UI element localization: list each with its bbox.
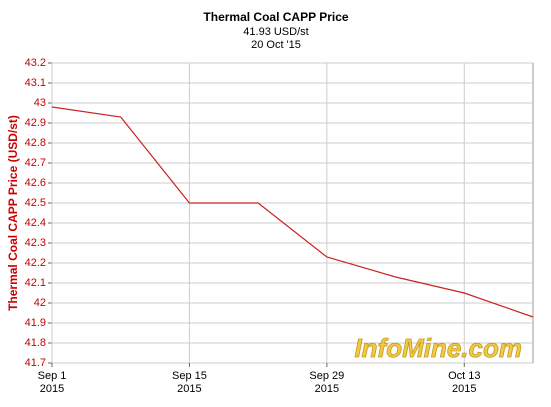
- x-tick-year: 2015: [40, 383, 64, 395]
- plot-area: [51, 62, 534, 364]
- y-tick-label: 42: [34, 297, 46, 309]
- chart-subtitle: 41.93 USD/st: [243, 26, 308, 38]
- chart-title: Thermal Coal CAPP Price: [203, 10, 348, 24]
- y-tick-label: 42.1: [25, 277, 46, 289]
- y-tick-label: 42.9: [25, 117, 46, 129]
- x-tick-year: 2015: [452, 383, 476, 395]
- y-tick-label: 42.4: [25, 217, 46, 229]
- y-tick-label: 43.1: [25, 77, 46, 89]
- y-tick-label: 43.2: [25, 57, 46, 69]
- x-tick-label: Oct 13: [448, 370, 480, 382]
- y-tick-label: 42.2: [25, 257, 46, 269]
- x-tick-year: 2015: [315, 383, 339, 395]
- x-tick-year: 2015: [177, 383, 201, 395]
- y-tick-label: 41.7: [25, 357, 46, 369]
- x-tick-label: Sep 15: [172, 370, 207, 382]
- y-tick-label: 42.3: [25, 237, 46, 249]
- y-tick-label: 42.7: [25, 157, 46, 169]
- y-tick-label: 41.9: [25, 317, 46, 329]
- x-tick-label: Sep 29: [309, 370, 344, 382]
- y-tick-label: 42.5: [25, 197, 46, 209]
- x-tick-label: Sep 1: [38, 370, 67, 382]
- watermark: InfoMine.com: [354, 333, 522, 363]
- y-axis-label: Thermal Coal CAPP Price (USD/st): [6, 115, 20, 311]
- y-tick-label: 43: [34, 97, 46, 109]
- y-tick-label: 42.8: [25, 137, 46, 149]
- line-series: [51, 106, 534, 318]
- y-tick-label: 41.8: [25, 337, 46, 349]
- chart-date: 20 Oct '15: [251, 39, 301, 51]
- y-tick-label: 42.6: [25, 177, 46, 189]
